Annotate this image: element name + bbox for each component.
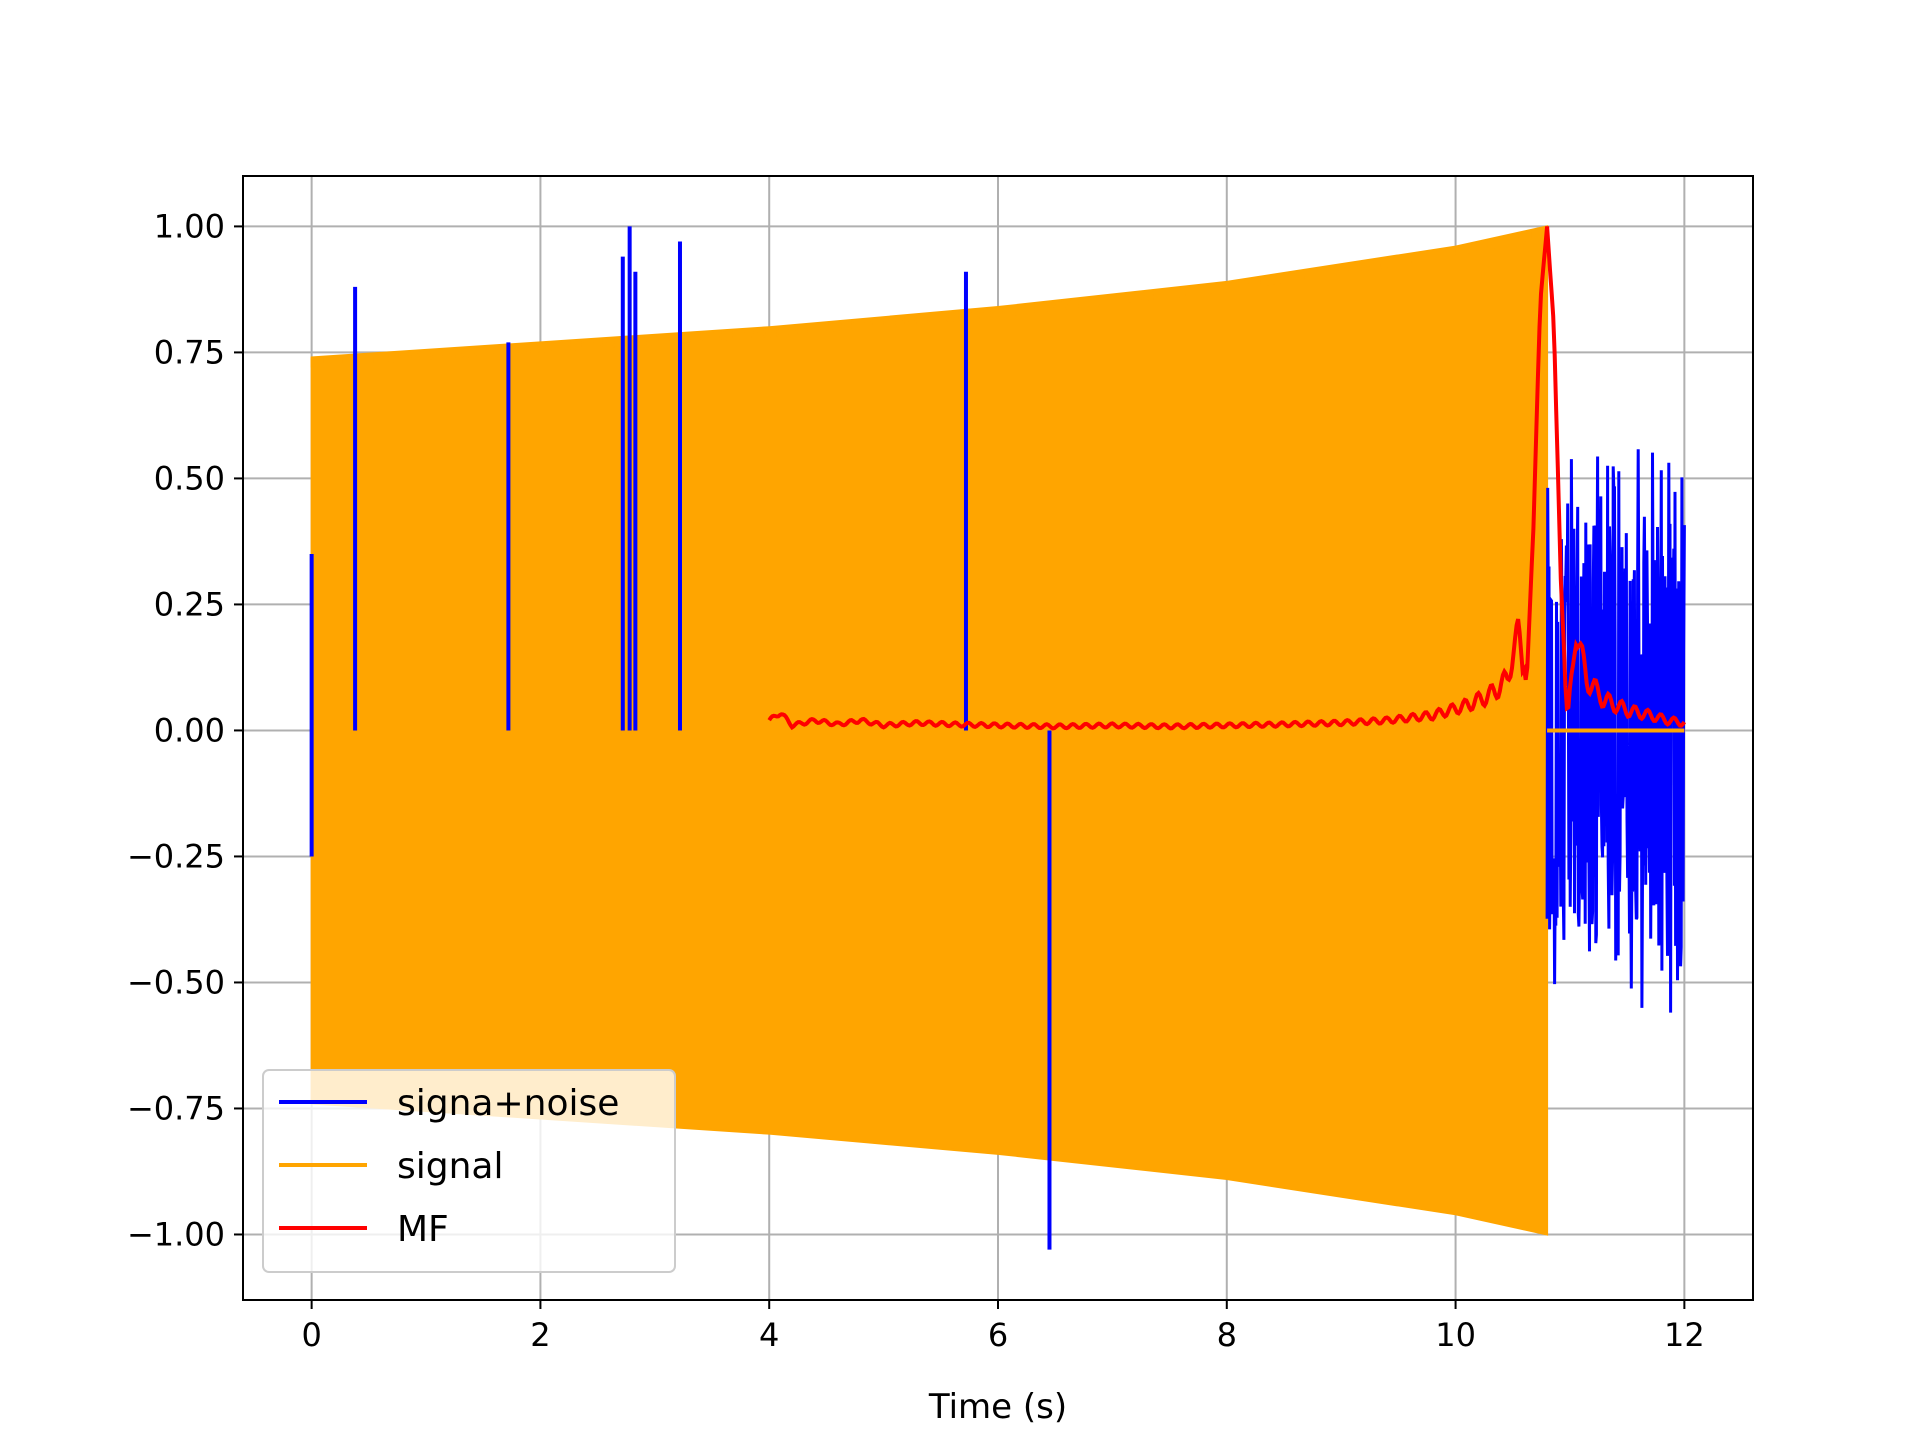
mf-line (767, 226, 1687, 731)
x-tick-label: 12 (1664, 1316, 1705, 1354)
signal-oscillation (310, 226, 1546, 368)
y-tick-label: −0.25 (127, 837, 225, 875)
legend-box (262, 1069, 676, 1273)
y-tick-label: 0.25 (154, 585, 225, 623)
y-tick-label: 1.00 (154, 207, 225, 245)
y-tick-label: −0.50 (127, 963, 225, 1001)
mf-series (767, 226, 1687, 731)
y-tick-label: 0.00 (154, 711, 225, 749)
y-tick-label: 0.50 (154, 459, 225, 497)
x-tick-label: 0 (301, 1316, 321, 1354)
noise-spikes (309, 226, 1052, 1250)
legend-label: signa+noise (397, 1083, 619, 1124)
noise-series (309, 226, 1686, 1250)
legend: signa+noise signal MF (262, 1069, 676, 1273)
x-axis-title: Time (s) (928, 1387, 1067, 1427)
x-tick-label: 4 (759, 1316, 779, 1354)
y-tick-label: 0.75 (154, 333, 225, 371)
x-tick-label: 8 (1217, 1316, 1237, 1354)
y-tick-label: −0.75 (127, 1089, 225, 1127)
x-tick-label: 2 (530, 1316, 550, 1354)
y-tick-label: −1.00 (127, 1215, 225, 1253)
legend-label: MF (397, 1209, 449, 1250)
x-tick-label: 10 (1435, 1316, 1476, 1354)
x-axis: 0 2 4 6 8 10 12 (301, 1300, 1705, 1354)
x-tick-label: 6 (988, 1316, 1008, 1354)
noise-tail (1545, 449, 1686, 1013)
legend-label: signal (397, 1146, 504, 1187)
y-axis: 1.00 0.75 0.50 0.25 0.00 −0.25 −0.50 −0.75 −1.00 (127, 207, 243, 1253)
